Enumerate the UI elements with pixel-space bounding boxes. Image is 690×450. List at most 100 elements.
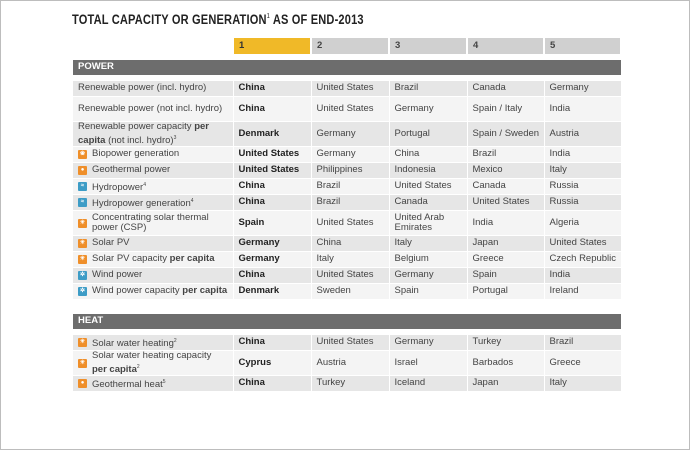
title-suffix: AS OF END-2013 <box>270 12 364 27</box>
row-label-text: Wind power <box>92 269 143 281</box>
hydropower-icon: ≈ <box>78 198 87 207</box>
rank-header-blank <box>73 38 234 54</box>
rank-3-cell: Germany <box>389 267 468 284</box>
row-label: Wind power capacity per capita <box>92 286 227 297</box>
rank-4-cell: Brazil <box>467 146 545 163</box>
row-label-text: Hydropower generation <box>92 197 191 209</box>
rank-3-cell: United States <box>389 178 468 195</box>
table-row: ☀ Concentrating solar thermal power (CSP)… <box>73 210 622 236</box>
rank-4-cell: Japan <box>467 375 545 392</box>
rank-1-cell: China <box>233 335 312 351</box>
row-label-text: Solar water heating capacity <box>92 350 212 361</box>
row-label-footnote: 2 <box>173 337 177 344</box>
rank-2-cell: United States <box>311 335 390 351</box>
rank-2-cell: Germany <box>311 121 390 147</box>
row-label-wrap: ❀ Biopower generation <box>78 149 229 160</box>
table-row: Renewable power (not incl. hydro) China Un… <box>73 96 622 122</box>
row-label: Hydropower4 <box>92 180 146 194</box>
rank-2-cell: United States <box>311 210 390 236</box>
rank-5-cell: Russia <box>544 178 622 195</box>
rank-1-cell: China <box>233 267 312 284</box>
rank-4-cell: Greece <box>467 251 545 268</box>
row-label-text: Wind power capacity <box>92 285 180 297</box>
row-label-wrap: Renewable power (incl. hydro) <box>78 83 229 94</box>
title-text: TOTAL CAPACITY OR GENERATION <box>72 12 267 27</box>
rank-header-3: 3 <box>389 38 468 54</box>
rank-4-cell: Canada <box>467 178 545 195</box>
rank-2-cell: Austria <box>311 350 390 376</box>
rank-2-cell: Germany <box>311 146 390 163</box>
rank-3-cell: Brazil <box>389 81 468 97</box>
row-label-text: Solar PV capacity <box>92 253 167 265</box>
row-label-wrap: ☀ Solar water heating2 <box>78 336 229 350</box>
rank-4-cell: United States <box>467 194 545 211</box>
table-row: ☀ Solar water heating capacity per capita… <box>73 350 622 376</box>
rank-3-cell: Israel <box>389 350 468 376</box>
row-label-footnote: 3 <box>173 134 177 141</box>
row-label-cell: ❀ Biopower generation <box>73 146 234 163</box>
rank-5-cell: Austria <box>544 121 622 147</box>
solar-icon: ☀ <box>78 358 87 368</box>
row-label-cell: Renewable power (not incl. hydro) <box>73 96 234 122</box>
section-title: HEAT <box>73 314 621 329</box>
rank-5-cell: Czech Republic <box>544 251 622 268</box>
solar-icon: ☀ <box>78 255 87 264</box>
wind-icon: ✲ <box>78 271 87 280</box>
rank-1-cell: United States <box>233 162 312 179</box>
rank-3-cell: Germany <box>389 96 468 122</box>
title-footnote: 1 <box>266 13 271 20</box>
rank-4-cell: Portugal <box>467 283 545 300</box>
rank-5-cell: India <box>544 267 622 284</box>
row-label-cell: ☀ Solar water heating capacity per capita… <box>73 350 234 376</box>
rank-4-cell: Mexico <box>467 162 545 179</box>
row-label-text: Renewable power (incl. hydro) <box>78 82 207 94</box>
table-row: ☀ Solar water heating2 China United States G… <box>73 335 622 351</box>
rank-5-cell: Brazil <box>544 335 622 351</box>
row-label: Renewable power (incl. hydro) <box>78 83 206 94</box>
rank-3-cell: China <box>389 146 468 163</box>
row-label-rest: (not incl. hydro) <box>105 134 174 146</box>
table-row: ● Geothermal heat5 China Turkey Iceland Japan… <box>73 375 622 392</box>
rank-header-5: 5 <box>544 38 622 54</box>
row-label-cell: ☀ Solar water heating2 <box>73 335 234 351</box>
row-label-cell: ☀ Solar PV capacity per capita <box>73 251 234 268</box>
row-label: Geothermal heat5 <box>92 377 166 391</box>
row-label-wrap: ≈ Hydropower generation4 <box>78 196 229 210</box>
rank-1-cell: China <box>233 81 312 97</box>
rank-2-cell: Brazil <box>311 194 390 211</box>
hydropower-icon: ≈ <box>78 182 87 191</box>
rank-1-cell: China <box>233 194 312 211</box>
row-label: Solar water heating2 <box>92 336 177 350</box>
row-label-cell: Renewable power (incl. hydro) <box>73 81 234 97</box>
table-row: ✲ Wind power China United States Germany Spai… <box>73 267 622 284</box>
rank-5-cell: India <box>544 96 622 122</box>
row-label-footnote: 4 <box>143 181 146 188</box>
row-label-wrap: ✲ Wind power capacity per capita <box>78 286 229 297</box>
row-label-wrap: Renewable power capacity per capita (not… <box>78 121 229 146</box>
row-label-text: Solar water heating <box>92 337 174 349</box>
rank-5-cell: Ireland <box>544 283 622 300</box>
section-header-heat: HEAT <box>73 314 621 329</box>
rank-3-cell: Portugal <box>389 121 468 147</box>
row-label-wrap: ● Geothermal heat5 <box>78 377 229 391</box>
row-label-footnote: 2 <box>136 363 140 370</box>
row-label-cell: ✲ Wind power capacity per capita <box>73 283 234 300</box>
rank-5-cell: Greece <box>544 350 622 376</box>
rank-header-2: 2 <box>311 38 390 54</box>
rank-4-cell: Canada <box>467 81 545 97</box>
row-label-cell: ☀ Concentrating solar thermal power (CSP) <box>73 210 234 236</box>
row-label-footnote: 5 <box>162 378 166 385</box>
rank-3-cell: Iceland <box>389 375 468 392</box>
rank-5-cell: Italy <box>544 375 622 392</box>
rank-4-cell: Barbados <box>467 350 545 376</box>
solar-icon: ☀ <box>78 338 87 347</box>
rank-1-cell: Spain <box>233 210 312 236</box>
table-title: TOTAL CAPACITY OR GENERATION1 AS OF END-… <box>72 12 364 27</box>
row-label-bold: per capita <box>169 253 215 265</box>
row-label-text: Solar PV <box>92 237 130 249</box>
row-label: Solar PV <box>92 238 130 249</box>
row-label-wrap: ● Geothermal power <box>78 165 229 176</box>
section-gap <box>73 300 621 315</box>
rank-5-cell: Germany <box>544 81 622 97</box>
rank-4-cell: Japan <box>467 235 545 252</box>
